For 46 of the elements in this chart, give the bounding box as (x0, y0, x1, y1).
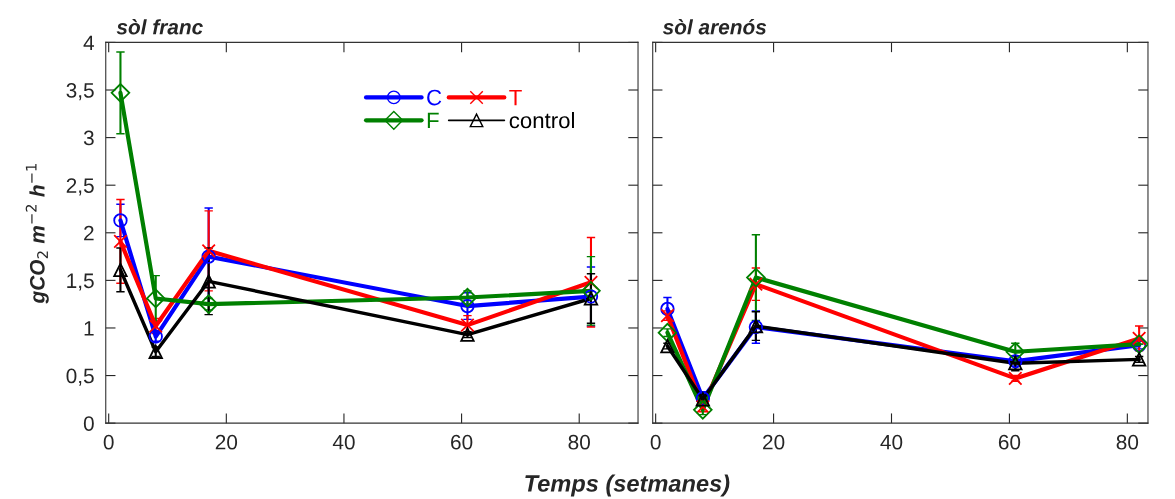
point (113, 262, 128, 278)
x-tick-label: 40 (332, 434, 355, 450)
x-tick-label: 80 (568, 434, 590, 450)
legend-label: C (427, 89, 442, 106)
y-tick-label: 2,5 (66, 178, 94, 196)
y-tick-label: 0,5 (66, 368, 94, 386)
point (1131, 331, 1147, 346)
point (660, 338, 675, 354)
y-tick-label: 0 (83, 416, 94, 431)
point (660, 301, 675, 317)
point (145, 288, 166, 309)
x-tick-label: 40 (880, 434, 903, 450)
y-tick-label: 3 (83, 130, 94, 146)
chart-title: sòl franc (116, 19, 203, 35)
point (113, 213, 128, 228)
point (693, 400, 713, 420)
y-tick-label: 2 (84, 225, 94, 241)
point (746, 267, 766, 288)
y-tick-label: 1 (84, 321, 94, 336)
legend-label: T (509, 89, 522, 106)
x-tick-label: 0 (103, 434, 114, 450)
point (1005, 342, 1026, 362)
point (457, 287, 478, 308)
point (201, 249, 216, 264)
point (113, 234, 128, 249)
y-tick-label: 1,5 (67, 273, 94, 291)
y-tick-label: 3,5 (66, 83, 94, 101)
y-tick-label: 4 (83, 35, 95, 50)
x-tick-label: 80 (1116, 434, 1139, 450)
point (201, 274, 216, 289)
x-tick-label: 20 (763, 434, 785, 450)
point (657, 322, 678, 343)
point (110, 83, 131, 103)
y-axis-title: gCO$_{2}$ m$^{−2}$ h$^{−1}$ (25, 164, 49, 304)
point (581, 281, 601, 301)
x-tick-label: 60 (998, 434, 1021, 450)
point (460, 298, 475, 314)
point (201, 243, 216, 259)
legend-label: F (427, 112, 439, 129)
x-axis-title: Temps (setmanes) (525, 474, 730, 497)
x-tick-label: 20 (215, 434, 238, 450)
x-tick-label: 0 (650, 434, 661, 450)
point (198, 294, 219, 314)
legend-label: control (509, 112, 574, 129)
x-tick-label: 60 (451, 434, 473, 450)
chart-title: sòl arenós (662, 19, 767, 35)
